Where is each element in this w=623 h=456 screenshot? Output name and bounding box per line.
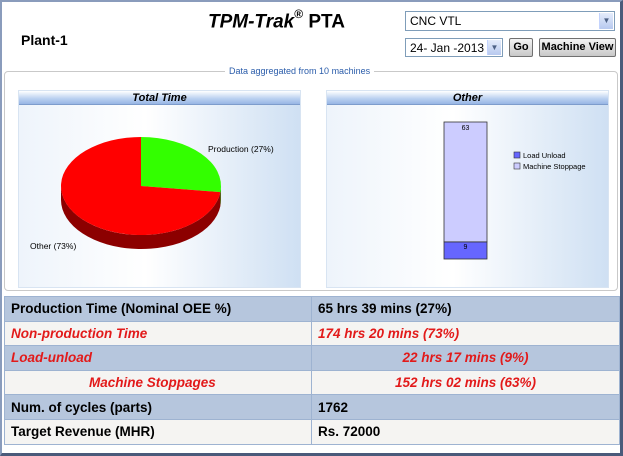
- row-value: 152 hrs 02 mins (63%): [311, 369, 620, 396]
- row-value: 65 hrs 39 mins (27%): [311, 296, 620, 322]
- pie-slice: [61, 137, 221, 235]
- total-time-pie-chart: Production (27%) Other (73%): [30, 137, 274, 251]
- pie-label-production: Production (27%): [208, 144, 274, 154]
- row-label: Non-production Time: [4, 320, 312, 347]
- legend-swatch: [513, 162, 521, 170]
- row-label: Num. of cycles (parts): [4, 394, 312, 420]
- plant-label: Plant-1: [21, 32, 68, 48]
- bar-value-label: 9: [464, 244, 468, 251]
- legend-label: Load Unload: [523, 151, 566, 160]
- row-value: 22 hrs 17 mins (9%): [311, 345, 620, 371]
- summary-table: Production Time (Nominal OEE %) 65 hrs 3…: [4, 296, 620, 445]
- bar-value-label: 63: [462, 125, 470, 132]
- title-suffix: PTA: [308, 11, 345, 33]
- other-stacked-bar-chart: 9 63 Load Unload Machine Stoppage: [443, 121, 586, 260]
- pie-slice-side: [220, 186, 221, 207]
- table-row: Load-unload 22 hrs 17 mins (9%): [4, 345, 620, 371]
- total-time-title: Total Time: [19, 91, 300, 105]
- bar-segment: [443, 121, 488, 243]
- total-time-panel: Total Time Production (27%) Other (73%): [18, 90, 301, 288]
- date-picker[interactable]: 24- Jan -2013 ▼: [405, 38, 503, 57]
- machine-view-button[interactable]: Machine View: [539, 38, 616, 57]
- row-value: 174 hrs 20 mins (73%): [311, 320, 620, 347]
- table-row: Machine Stoppages 152 hrs 02 mins (63%): [4, 369, 620, 396]
- row-label: Load-unload: [4, 345, 312, 371]
- aggregate-label: Data aggregated from 10 machines: [225, 66, 375, 76]
- app-title: TPM-Trak® PTA: [208, 7, 345, 33]
- other-panel: Other 9 63 Load Unload Machine Stoppage: [326, 90, 609, 288]
- registered-mark: ®: [294, 7, 304, 21]
- chevron-down-icon[interactable]: ▼: [487, 40, 501, 55]
- pie-slice: [141, 137, 221, 193]
- table-row: Non-production Time 174 hrs 20 mins (73%…: [4, 320, 620, 347]
- row-value: 1762: [311, 394, 620, 420]
- date-picker-value: 24- Jan -2013: [410, 41, 485, 55]
- legend-label: Machine Stoppage: [523, 162, 586, 171]
- row-value: Rs. 72000: [311, 418, 620, 445]
- go-button[interactable]: Go: [509, 38, 533, 57]
- pie-label-other: Other (73%): [30, 241, 76, 251]
- header: Plant-1 TPM-Trak® PTA CNC VTL ▼ 24- Jan …: [0, 0, 623, 66]
- title-brand: TPM-Trak: [208, 11, 295, 33]
- chevron-down-icon[interactable]: ▼: [599, 13, 613, 29]
- row-label: Machine Stoppages: [4, 369, 312, 396]
- pie-slice-side: [61, 186, 221, 249]
- row-label: Target Revenue (MHR): [4, 418, 312, 445]
- other-title: Other: [327, 91, 608, 105]
- legend-swatch: [513, 151, 521, 159]
- table-row: Production Time (Nominal OEE %) 65 hrs 3…: [4, 296, 620, 322]
- row-label: Production Time (Nominal OEE %): [4, 296, 312, 322]
- machine-select[interactable]: CNC VTL ▼: [405, 11, 615, 31]
- machine-select-value: CNC VTL: [410, 14, 462, 28]
- table-row: Num. of cycles (parts) 1762: [4, 394, 620, 420]
- table-row: Target Revenue (MHR) Rs. 72000: [4, 418, 620, 445]
